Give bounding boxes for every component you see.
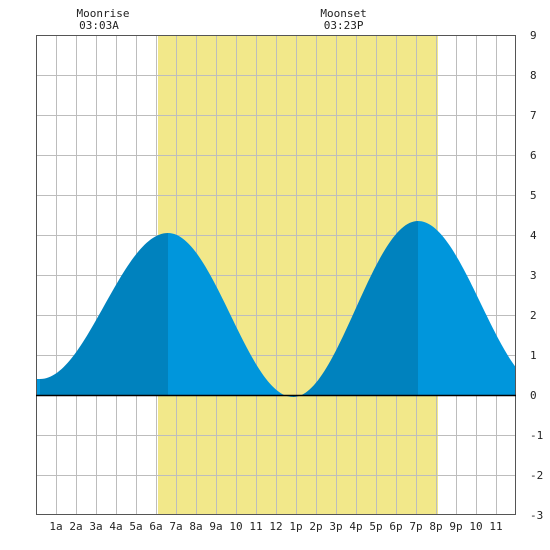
x-tick-label: 2p	[309, 520, 322, 533]
moonset-label: Moonset	[320, 7, 366, 20]
x-tick-label: 10	[469, 520, 482, 533]
x-tick-label: 12	[269, 520, 282, 533]
x-tick-label: 11	[249, 520, 262, 533]
y-tick-label: 6	[530, 149, 537, 162]
y-tick-label: 7	[530, 109, 537, 122]
x-tick-label: 2a	[69, 520, 82, 533]
y-tick-labels: -3 -2 -1 0 1 2 3 4 5 6 7 8 9	[530, 29, 543, 522]
x-tick-label: 1p	[289, 520, 302, 533]
x-tick-label: 1a	[49, 520, 62, 533]
y-tick-label: 1	[530, 349, 537, 362]
y-tick-label: -1	[530, 429, 543, 442]
x-tick-label: 5a	[129, 520, 142, 533]
y-tick-label: 3	[530, 269, 537, 282]
x-tick-label: 5p	[369, 520, 382, 533]
x-tick-label: 4p	[349, 520, 362, 533]
tide-area-falling	[418, 221, 516, 395]
y-tick-label: 4	[530, 229, 537, 242]
moon-annotations: Moonrise 03:03A Moonset 03:23P	[77, 7, 367, 32]
y-tick-label: 2	[530, 309, 537, 322]
x-tick-labels: 1a 2a 3a 4a 5a 6a 7a 8a 9a 10 11 12 1p 2p 3p 4p 5p 6p 7p 8p…	[49, 520, 502, 533]
x-tick-label: 3p	[329, 520, 342, 533]
y-tick-label: 5	[530, 189, 537, 202]
x-tick-label: 7p	[409, 520, 422, 533]
x-tick-label: 3a	[89, 520, 102, 533]
x-tick-label: 6p	[389, 520, 402, 533]
y-tick-label: -3	[530, 509, 543, 522]
moonrise-time: 03:03A	[79, 19, 119, 32]
tide-area-falling	[168, 233, 293, 397]
x-tick-label: 9p	[449, 520, 462, 533]
x-tick-label: 7a	[169, 520, 182, 533]
x-tick-label: 10	[229, 520, 242, 533]
tide-area-rising	[293, 221, 418, 397]
x-tick-label: 9a	[209, 520, 222, 533]
y-tick-label: 0	[530, 389, 537, 402]
tide-layer	[36, 221, 516, 397]
tide-area-rising	[40, 233, 168, 395]
y-tick-label: 9	[530, 29, 537, 42]
y-tick-label: 8	[530, 69, 537, 82]
x-tick-label: 4a	[109, 520, 122, 533]
x-tick-label: 8p	[429, 520, 442, 533]
plot-frame	[36, 35, 516, 515]
x-tick-label: 6a	[149, 520, 162, 533]
moonrise-label: Moonrise	[77, 7, 130, 20]
y-tick-label: -2	[530, 469, 543, 482]
x-tick-label: 8a	[189, 520, 202, 533]
moonset-time: 03:23P	[324, 19, 364, 32]
axis-layer	[36, 35, 516, 515]
x-tick-label: 11	[489, 520, 502, 533]
